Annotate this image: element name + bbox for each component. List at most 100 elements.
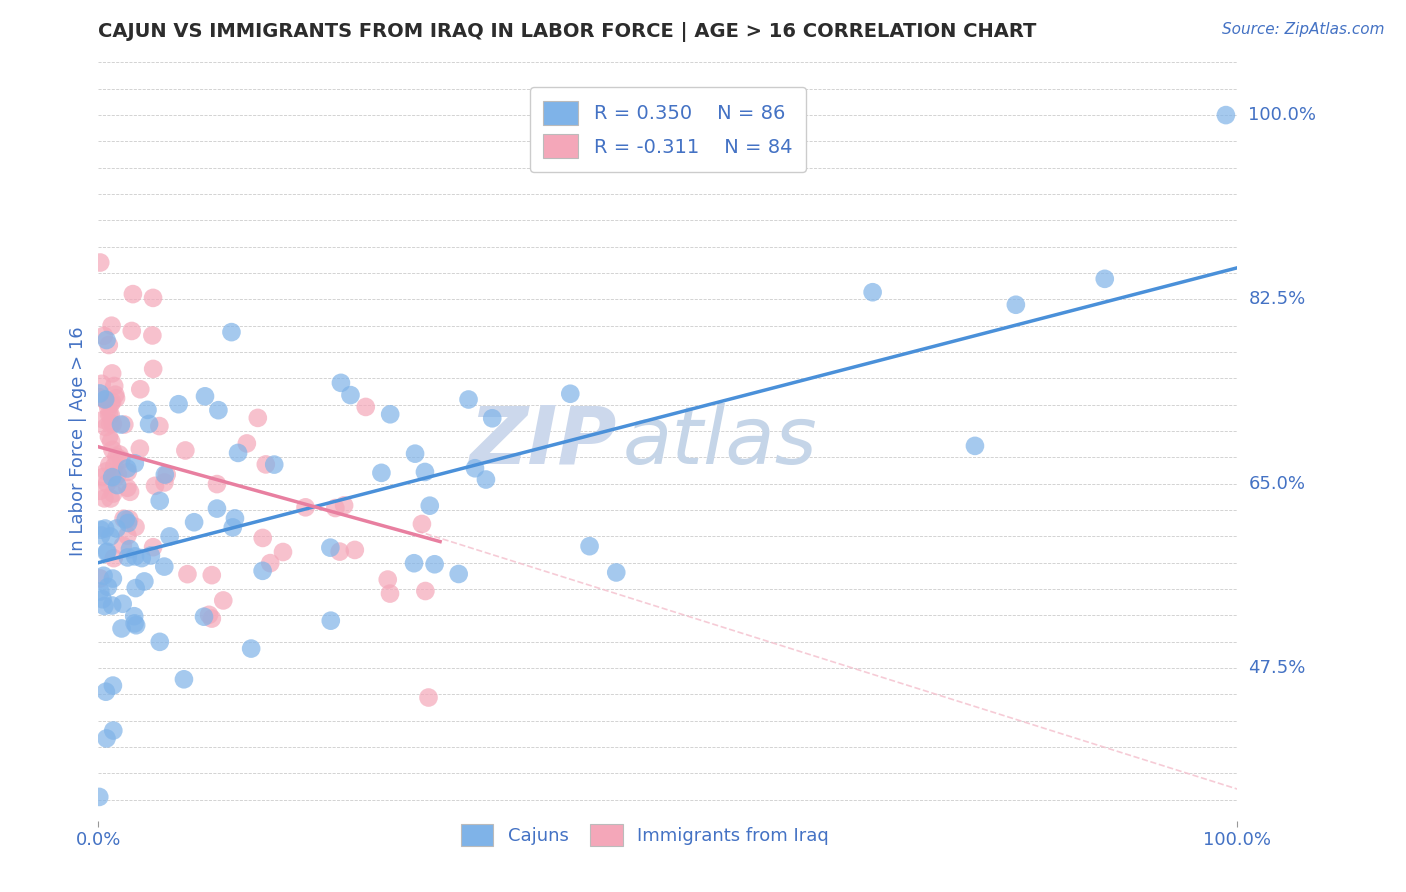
- Point: [319, 614, 342, 628]
- Point: [457, 392, 479, 407]
- Point: [97, 401, 120, 416]
- Point: [419, 499, 441, 513]
- Point: [117, 516, 139, 530]
- Point: [167, 397, 190, 411]
- Text: 100.0%: 100.0%: [1249, 106, 1316, 124]
- Point: [194, 389, 217, 403]
- Point: [134, 574, 156, 589]
- Point: [1005, 298, 1028, 312]
- Point: [475, 473, 498, 487]
- Point: [105, 392, 128, 406]
- Point: [325, 501, 347, 516]
- Point: [205, 501, 228, 516]
- Point: [89, 386, 111, 401]
- Point: [118, 542, 141, 557]
- Point: [578, 539, 600, 553]
- Point: [294, 500, 316, 515]
- Point: [370, 466, 392, 480]
- Point: [118, 484, 141, 499]
- Point: [117, 528, 139, 542]
- Point: [110, 622, 132, 636]
- Point: [481, 411, 503, 425]
- Point: [103, 459, 125, 474]
- Point: [198, 607, 221, 622]
- Point: [136, 403, 159, 417]
- Point: [560, 386, 582, 401]
- Point: [252, 564, 274, 578]
- Point: [124, 520, 146, 534]
- Point: [94, 684, 117, 698]
- Point: [93, 412, 115, 426]
- Point: [176, 567, 198, 582]
- Text: CAJUN VS IMMIGRANTS FROM IRAQ IN LABOR FORCE | AGE > 16 CORRELATION CHART: CAJUN VS IMMIGRANTS FROM IRAQ IN LABOR F…: [98, 22, 1036, 43]
- Point: [224, 511, 246, 525]
- Point: [107, 467, 129, 482]
- Point: [110, 452, 132, 467]
- Point: [377, 573, 399, 587]
- Point: [91, 470, 114, 484]
- Point: [263, 458, 285, 472]
- Point: [100, 318, 122, 333]
- Point: [98, 417, 121, 431]
- Point: [271, 545, 294, 559]
- Text: ZIP: ZIP: [470, 402, 617, 481]
- Point: [236, 436, 259, 450]
- Point: [605, 566, 627, 580]
- Point: [125, 618, 148, 632]
- Point: [153, 475, 176, 490]
- Point: [1215, 108, 1237, 122]
- Point: [90, 376, 112, 391]
- Point: [117, 465, 139, 479]
- Point: [101, 417, 124, 431]
- Point: [98, 458, 121, 472]
- Point: [115, 461, 138, 475]
- Point: [402, 556, 425, 570]
- Point: [104, 387, 127, 401]
- Point: [240, 641, 263, 656]
- Point: [97, 430, 120, 444]
- Point: [101, 395, 124, 409]
- Point: [105, 478, 128, 492]
- Point: [423, 558, 446, 572]
- Point: [259, 556, 281, 570]
- Point: [143, 479, 166, 493]
- Point: [94, 420, 117, 434]
- Text: atlas: atlas: [623, 402, 817, 481]
- Point: [148, 419, 170, 434]
- Point: [212, 593, 235, 607]
- Point: [96, 333, 118, 347]
- Point: [100, 491, 122, 506]
- Point: [415, 584, 437, 599]
- Text: Source: ZipAtlas.com: Source: ZipAtlas.com: [1222, 22, 1385, 37]
- Point: [125, 581, 148, 595]
- Point: [89, 789, 111, 804]
- Point: [343, 543, 366, 558]
- Point: [156, 467, 179, 482]
- Point: [101, 367, 124, 381]
- Point: [98, 408, 121, 422]
- Point: [862, 285, 884, 300]
- Point: [205, 477, 228, 491]
- Point: [94, 522, 117, 536]
- Point: [111, 597, 134, 611]
- Point: [131, 551, 153, 566]
- Point: [329, 376, 352, 390]
- Point: [141, 328, 163, 343]
- Point: [329, 544, 352, 558]
- Point: [447, 566, 470, 581]
- Point: [89, 483, 111, 498]
- Point: [138, 417, 160, 431]
- Point: [333, 499, 356, 513]
- Point: [90, 528, 112, 542]
- Point: [254, 458, 277, 472]
- Point: [464, 461, 486, 475]
- Point: [129, 382, 152, 396]
- Point: [96, 544, 118, 558]
- Point: [118, 512, 141, 526]
- Point: [93, 491, 115, 506]
- Point: [149, 635, 172, 649]
- Point: [174, 443, 197, 458]
- Point: [411, 516, 433, 531]
- Point: [112, 417, 135, 432]
- Point: [105, 521, 128, 535]
